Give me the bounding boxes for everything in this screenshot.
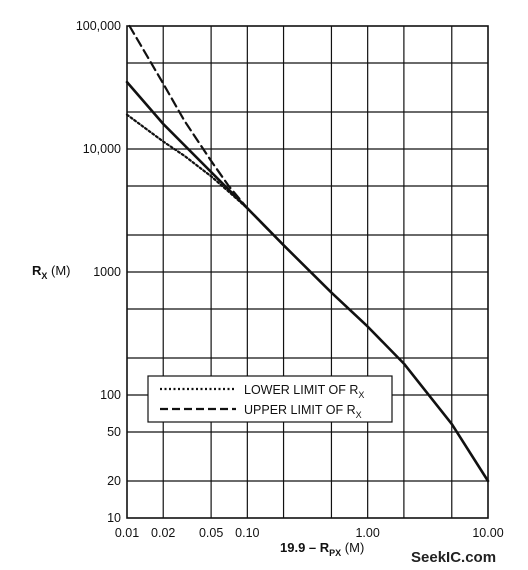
y-tick-label: 10,000 <box>83 142 121 156</box>
series-group <box>125 24 490 483</box>
plot-frame <box>126 25 489 519</box>
y-axis-label-sub: X <box>41 271 47 281</box>
x-axis-label-sub: PX <box>329 548 341 558</box>
y-axis-label-unit: (M) <box>47 263 70 278</box>
watermark-text: SeekIC.com <box>411 549 496 566</box>
y-axis-label-main: R <box>32 263 42 278</box>
x-axis-label-unit: (M) <box>341 540 364 555</box>
legend: LOWER LIMIT OF RX UPPER LIMIT OF RX <box>147 375 393 423</box>
grid <box>127 26 488 518</box>
y-tick-label: 20 <box>107 474 121 488</box>
y-axis-label: RX (M) <box>32 263 71 281</box>
x-tick-label: 0.02 <box>151 526 175 540</box>
y-tick-labels: 10 20 50 100 1000 10,000 100,000 <box>76 19 121 525</box>
y-tick-label: 1000 <box>93 265 121 279</box>
series-line-dotted <box>125 113 270 231</box>
legend-label-upper: UPPER LIMIT OF RX <box>244 403 362 420</box>
legend-label-upper-main: UPPER LIMIT OF R <box>244 403 356 417</box>
x-tick-label: 0.10 <box>235 526 259 540</box>
legend-label-lower-main: LOWER LIMIT OF R <box>244 383 358 397</box>
series-line-solid <box>125 80 490 483</box>
y-tick-label: 100 <box>100 388 121 402</box>
legend-label-upper-sub: X <box>356 410 362 420</box>
y-tick-label: 50 <box>107 425 121 439</box>
y-tick-label: 100,000 <box>76 19 121 33</box>
x-axis-label: 19.9 – RPX (M) <box>280 540 364 558</box>
x-tick-label: 0.05 <box>199 526 223 540</box>
legend-label-lower-sub: X <box>358 390 364 400</box>
x-tick-label: 10.00 <box>472 526 503 540</box>
legend-box <box>147 375 393 423</box>
y-tick-label: 10 <box>107 511 121 525</box>
x-tick-labels: 0.01 0.02 0.05 0.10 1.00 10.00 <box>115 526 504 540</box>
legend-label-lower: LOWER LIMIT OF RX <box>244 383 364 400</box>
x-axis-label-main: 19.9 – R <box>280 540 330 555</box>
x-tick-label: 1.00 <box>355 526 379 540</box>
x-tick-label: 0.01 <box>115 526 139 540</box>
